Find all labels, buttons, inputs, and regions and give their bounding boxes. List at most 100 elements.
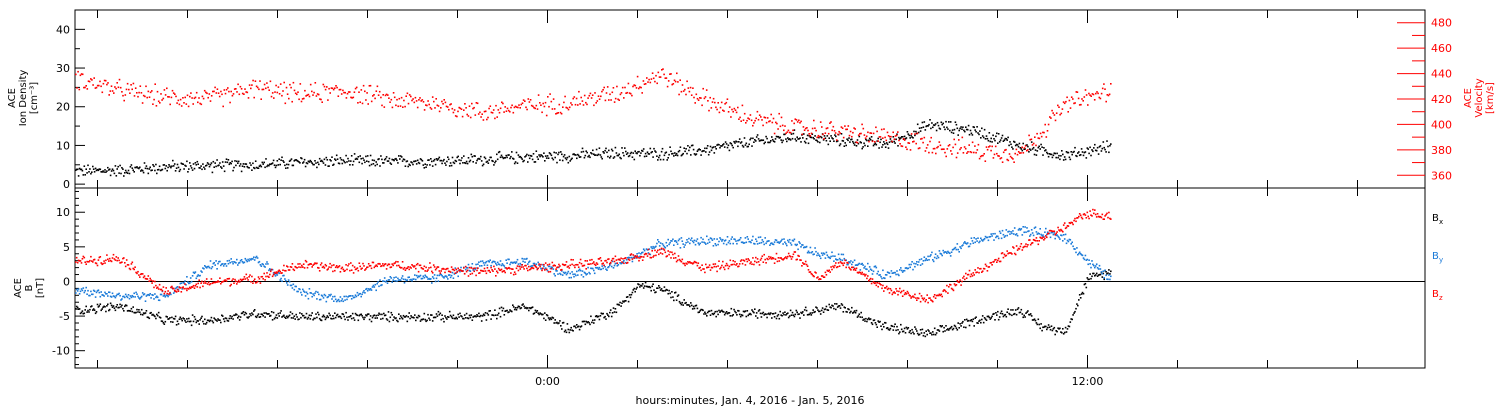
bz-series-point	[258, 276, 260, 278]
bz-series-point	[219, 277, 221, 279]
velocity-series-point	[222, 106, 224, 108]
by-series-point	[592, 268, 594, 270]
density-series-point	[180, 169, 182, 171]
by-series-point	[451, 275, 453, 277]
velocity-series-point	[161, 99, 163, 101]
bx-series-point	[833, 308, 835, 310]
velocity-series-point	[737, 107, 739, 109]
by-series-point	[362, 292, 364, 294]
density-series-point	[1106, 140, 1108, 142]
bx-series-point	[1054, 327, 1056, 329]
density-series-point	[495, 160, 497, 162]
density-series-point	[608, 150, 610, 152]
by-series-point	[932, 259, 934, 261]
density-series-point	[229, 164, 231, 166]
bx-series-point	[501, 307, 503, 309]
velocity-series-point	[426, 105, 428, 107]
by-series-point	[822, 254, 824, 256]
by-series-point	[181, 282, 183, 284]
bz-series-point	[398, 265, 400, 267]
by-series-point	[602, 268, 604, 270]
by-series-point	[228, 263, 230, 265]
by-series-point	[658, 241, 660, 243]
velocity-series-point	[956, 157, 958, 159]
by-series-point	[106, 293, 108, 295]
velocity-series-point	[537, 108, 539, 110]
velocity-series-point	[538, 94, 540, 96]
bz-series-point	[501, 269, 503, 271]
density-series-point	[1028, 151, 1030, 153]
bx-series-point	[812, 312, 814, 314]
density-series-point	[314, 160, 316, 162]
density-series-point	[475, 162, 477, 164]
velocity-series-point	[814, 127, 816, 129]
velocity-series-point	[815, 130, 817, 132]
bz-series-point	[395, 261, 397, 263]
bx-series-point	[271, 311, 273, 313]
bx-series-point	[170, 321, 172, 323]
velocity-series-point	[253, 97, 255, 99]
density-series-point	[210, 164, 212, 166]
velocity-series-point	[1082, 100, 1084, 102]
bx-series-point	[431, 314, 433, 316]
by-series-point	[499, 264, 501, 266]
density-series-point	[848, 137, 850, 139]
by-series-point	[79, 293, 81, 295]
bx-series-point	[294, 318, 296, 320]
density-series-point	[1083, 155, 1085, 157]
density-series-point	[175, 170, 177, 172]
velocity-series-group	[75, 68, 1112, 163]
top-right-y-tick-label: 460	[1431, 42, 1452, 55]
velocity-series-point	[447, 106, 449, 108]
bz-series-point	[359, 266, 361, 268]
by-series-point	[821, 252, 823, 254]
bx-series-point	[997, 311, 999, 313]
density-series-point	[497, 159, 499, 161]
by-series-point	[677, 243, 679, 245]
density-series-point	[737, 146, 739, 148]
density-series-point	[786, 141, 788, 143]
bx-series-point	[202, 321, 204, 323]
bx-series-point	[1002, 313, 1004, 315]
by-series-point	[1005, 235, 1007, 237]
bx-series-point	[548, 317, 550, 319]
density-series-point	[811, 137, 813, 139]
by-series-point	[755, 238, 757, 240]
velocity-series-point	[765, 117, 767, 119]
by-series-point	[413, 278, 415, 280]
density-series-point	[159, 166, 161, 168]
density-series-point	[213, 161, 215, 163]
by-series-point	[1071, 242, 1073, 244]
density-series-point	[707, 145, 709, 147]
density-series-point	[621, 147, 623, 149]
by-series-point	[103, 295, 105, 297]
velocity-series-point	[957, 152, 959, 154]
by-series-point	[237, 264, 239, 266]
density-series-point	[1088, 153, 1090, 155]
bz-series-point	[234, 279, 236, 281]
bx-series-point	[441, 314, 443, 316]
density-series-point	[954, 129, 956, 131]
by-series-point	[754, 243, 756, 245]
by-series-point	[847, 264, 849, 266]
density-series-point	[670, 151, 672, 153]
bx-series-point	[690, 302, 692, 304]
velocity-series-point	[534, 108, 536, 110]
density-series-point	[439, 157, 441, 159]
velocity-series-point	[469, 105, 471, 107]
bx-series-point	[634, 291, 636, 293]
by-series-point	[96, 292, 98, 294]
velocity-series-point	[766, 122, 768, 124]
velocity-series-point	[807, 130, 809, 132]
velocity-series-point	[108, 94, 110, 96]
by-series-point	[632, 261, 634, 263]
bx-series-point	[395, 317, 397, 319]
bx-series-point	[477, 315, 479, 317]
by-series-point	[524, 261, 526, 263]
bx-series-point	[145, 312, 147, 314]
bz-series-point	[660, 252, 662, 254]
bz-series-point	[675, 257, 677, 259]
by-series-point	[890, 276, 892, 278]
by-series-point	[763, 244, 765, 246]
by-series-point	[723, 243, 725, 245]
